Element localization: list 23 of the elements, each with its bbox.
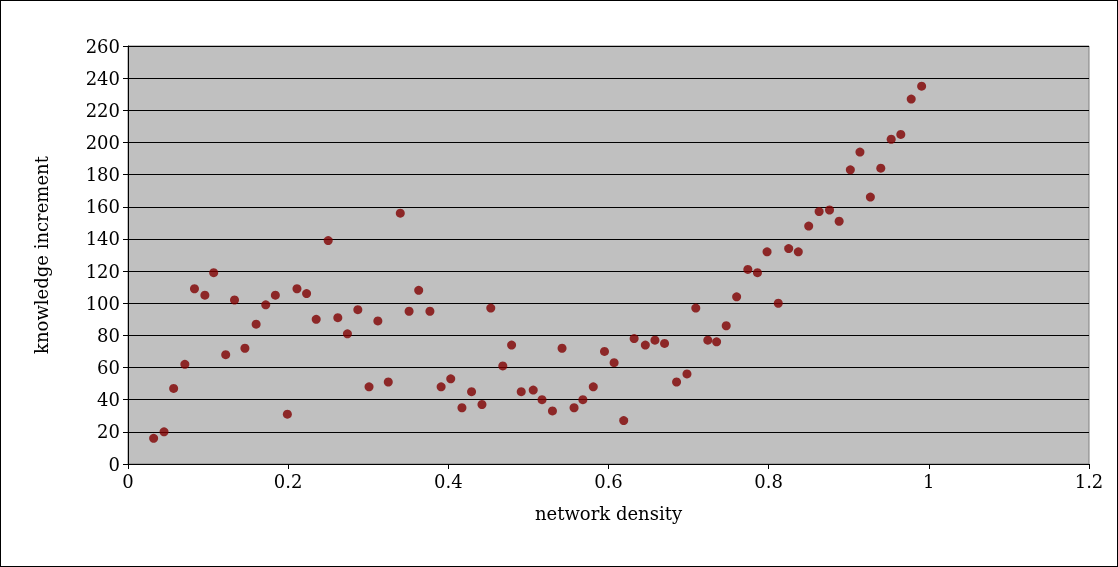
y-tick-label: 20 xyxy=(97,421,120,443)
x-tick-label: 1 xyxy=(923,470,935,492)
x-axis-title: network density xyxy=(534,502,683,524)
y-tick-label: 140 xyxy=(85,228,120,250)
x-tick-label: 0.8 xyxy=(754,470,783,492)
y-tick-label: 60 xyxy=(97,357,120,379)
y-tick-label: 160 xyxy=(85,196,120,218)
y-tick-label: 260 xyxy=(85,35,120,57)
y-tick-label: 40 xyxy=(97,389,120,411)
y-tick-label: 240 xyxy=(85,67,120,89)
x-tick-label: 0.2 xyxy=(273,470,303,492)
x-tick-label: 0.4 xyxy=(434,470,463,492)
x-tick-label: 0 xyxy=(122,470,134,492)
y-axis-title: knowledge increment xyxy=(30,155,52,354)
y-tick-label: 220 xyxy=(85,99,120,121)
y-tick-label: 0 xyxy=(108,453,120,475)
y-tick-label: 200 xyxy=(85,131,120,153)
x-tick-label: 0.6 xyxy=(594,470,623,492)
y-tick-label: 80 xyxy=(97,324,120,346)
y-tick-label: 180 xyxy=(85,164,120,186)
y-tick-label: 120 xyxy=(85,260,120,282)
x-tick-label: 1.2 xyxy=(1074,470,1104,492)
y-tick-label: 100 xyxy=(85,292,120,314)
